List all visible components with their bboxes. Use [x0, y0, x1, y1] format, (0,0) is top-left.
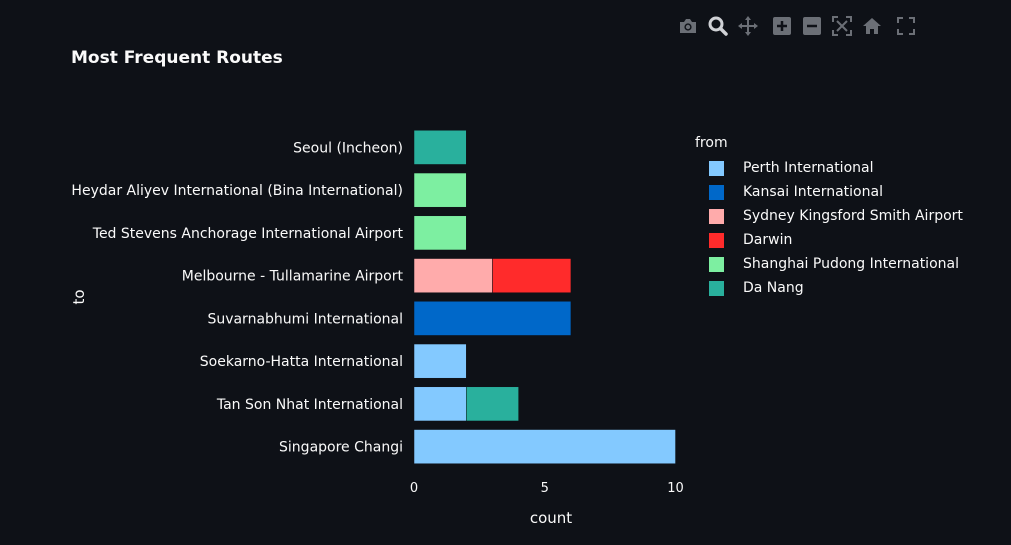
bar-segment[interactable]	[413, 386, 467, 422]
reset-axes-button[interactable]	[860, 14, 884, 38]
y-axis-title: to	[70, 289, 88, 304]
y-tick-label: Tan Son Nhat International	[216, 397, 403, 413]
zoom-out-button[interactable]	[800, 14, 824, 38]
legend-swatch	[709, 280, 724, 296]
zoom-in-icon	[773, 17, 791, 35]
bar-segment[interactable]	[413, 172, 467, 208]
autoscale-button[interactable]	[830, 14, 854, 38]
legend: from Perth International Kansai Internati…	[695, 135, 963, 300]
camera-icon	[680, 19, 696, 33]
bar-segment[interactable]	[413, 343, 467, 379]
legend-item[interactable]: Shanghai Pudong International	[695, 252, 963, 276]
legend-item[interactable]: Da Nang	[695, 276, 963, 300]
bar-segment[interactable]	[413, 215, 467, 251]
legend-item[interactable]: Kansai International	[695, 180, 963, 204]
y-tick-label: Heydar Aliyev International (Bina Intern…	[71, 183, 403, 199]
x-tick-label: 5	[541, 481, 549, 496]
y-tick-label: Singapore Changi	[279, 440, 403, 456]
zoom-icon	[708, 16, 728, 36]
legend-item[interactable]: Darwin	[695, 228, 963, 252]
x-axis-ticks: 0 5 10	[410, 481, 684, 496]
legend-items: Perth International Kansai International S…	[695, 156, 963, 300]
bars-layer	[413, 130, 676, 464]
fullscreen-icon	[897, 17, 915, 35]
x-tick-label: 10	[667, 481, 684, 496]
legend-swatch	[709, 184, 724, 200]
bar-segment[interactable]	[413, 130, 467, 165]
legend-swatch	[709, 232, 724, 248]
y-tick-label: Ted Stevens Anchorage International Airp…	[92, 226, 404, 242]
bar-segment[interactable]	[492, 258, 572, 293]
legend-swatch	[709, 160, 724, 176]
y-tick-label: Soekarno-Hatta International	[200, 354, 403, 370]
zoom-out-icon	[803, 17, 821, 35]
legend-title: from	[695, 135, 728, 151]
x-axis-title: count	[530, 509, 572, 527]
legend-label: Darwin	[743, 232, 793, 248]
zoom-in-button[interactable]	[770, 14, 794, 38]
bar-segment[interactable]	[413, 301, 572, 336]
camera-button[interactable]	[676, 14, 700, 38]
y-tick-label: Melbourne - Tullamarine Airport	[182, 269, 404, 285]
autoscale-icon	[832, 16, 852, 36]
bar-segment[interactable]	[466, 386, 519, 422]
home-icon	[863, 18, 881, 34]
legend-item[interactable]: Perth International	[695, 156, 963, 180]
legend-swatch	[709, 208, 724, 224]
legend-item[interactable]: Sydney Kingsford Smith Airport	[695, 204, 963, 228]
legend-label: Perth International	[743, 160, 874, 176]
zoom-button[interactable]	[706, 14, 730, 38]
fullscreen-button[interactable]	[894, 14, 918, 38]
pan-icon	[738, 16, 758, 36]
modebar	[676, 14, 924, 38]
x-tick-label: 0	[410, 481, 418, 496]
y-tick-label: Suvarnabhumi International	[207, 311, 403, 327]
chart-title: Most Frequent Routes	[71, 48, 283, 68]
legend-label: Sydney Kingsford Smith Airport	[743, 208, 963, 224]
y-axis-ticks: Singapore Changi Tan Son Nhat Internation…	[71, 140, 403, 455]
bar-segment[interactable]	[413, 258, 493, 293]
legend-swatch	[709, 256, 724, 272]
legend-label: Shanghai Pudong International	[743, 256, 959, 272]
y-tick-label: Seoul (Incheon)	[293, 140, 403, 156]
bar-segment[interactable]	[413, 429, 676, 464]
pan-button[interactable]	[736, 14, 760, 38]
legend-label: Kansai International	[743, 184, 883, 200]
legend-label: Da Nang	[743, 280, 804, 296]
